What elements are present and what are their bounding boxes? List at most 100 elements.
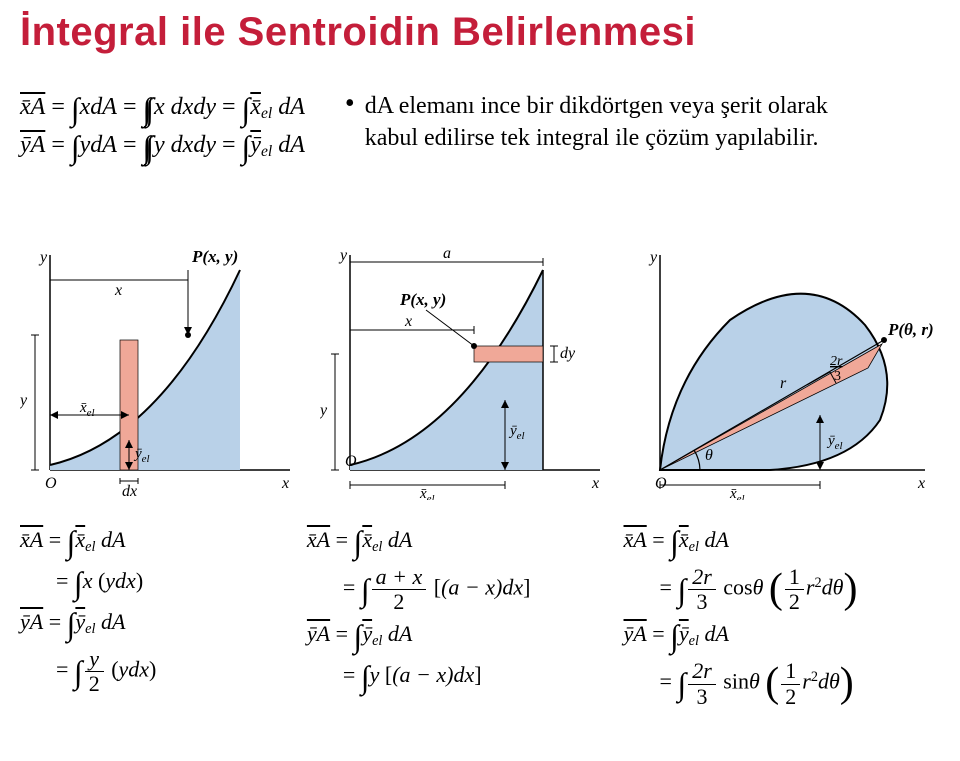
svg-text:3: 3 (834, 369, 841, 384)
dA: dA (278, 132, 305, 158)
y: y (370, 662, 380, 687)
bottom-col-3: x̄A = ∫x̄el dA = ∫2r3 cosθ (12r2dθ) ȳA =… (624, 520, 940, 713)
sq: 2 (814, 575, 821, 591)
eq: = (222, 132, 236, 158)
el: el (372, 633, 382, 649)
xbarA: x̄A (307, 527, 330, 552)
ydxdy: y dxdy (154, 132, 216, 158)
one: 1 (785, 565, 804, 590)
yel: ȳ (362, 621, 372, 646)
el: el (85, 539, 95, 555)
r: r (802, 669, 811, 694)
svg-text:x: x (114, 282, 122, 299)
svg-text:P(x, y): P(x, y) (399, 290, 446, 309)
el: el (85, 621, 95, 637)
ydx: ydx (105, 568, 136, 593)
svg-text:r: r (780, 375, 787, 392)
dA: dA (388, 621, 412, 646)
svg-text:x̄el: x̄el (79, 400, 95, 419)
eq: = (652, 527, 664, 552)
svg-text:x̄el: x̄el (729, 486, 745, 500)
svg-text:y: y (648, 249, 658, 266)
svg-text:x: x (917, 475, 925, 492)
svg-text:x: x (404, 313, 412, 330)
one: 1 (781, 659, 800, 684)
bottom-col-2: x̄A = ∫x̄el dA = ∫a + x2 [(a − x)dx] ȳA … (307, 520, 614, 713)
lhs-yA: ȳA (20, 132, 45, 158)
bullet-dot: • (345, 90, 355, 118)
svg-text:a: a (443, 245, 451, 262)
dA: dA (705, 527, 729, 552)
svg-text:y: y (38, 249, 48, 266)
cos: cos (723, 575, 752, 600)
svg-text:dx: dx (122, 483, 137, 500)
svg-text:θ: θ (705, 447, 713, 464)
xbarA: x̄A (624, 527, 647, 552)
eq: = (343, 662, 355, 687)
ybarA: ȳA (624, 621, 647, 646)
svg-text:P(x, y): P(x, y) (191, 247, 238, 266)
page-title: İntegral ile Sentroidin Belirlenmesi (20, 10, 696, 55)
ydx: ydx (119, 657, 150, 682)
sub-el: el (261, 105, 272, 122)
three: 3 (688, 685, 716, 709)
eq: = (51, 94, 65, 120)
dA: dA (388, 527, 412, 552)
sin: sin (723, 669, 749, 694)
eq: = (56, 657, 68, 682)
svg-text:dy: dy (560, 345, 576, 362)
sq: 2 (811, 669, 818, 685)
bottom-col-1: x̄A = ∫x̄el dA = ∫x (ydx) ȳA = ∫ȳel dA =… (20, 520, 297, 713)
svg-text:P(θ, r): P(θ, r) (887, 320, 934, 339)
yel: ȳ (679, 621, 689, 646)
eq: = (336, 621, 348, 646)
svg-text:y: y (20, 392, 28, 409)
svg-text:O: O (45, 475, 57, 492)
theta: θ (753, 575, 764, 600)
figure-vertical-strip: O x y x y P(x, y) x̄el ȳel dx (20, 240, 310, 500)
xel: x̄ (679, 527, 689, 552)
dA: dA (705, 621, 729, 646)
top-equations: x̄A = ∫xdA = ∫∫ x dxdy = ∫x̄el dA ȳA = ∫… (20, 90, 305, 167)
bullet-content: dA elemanı ince bir dikdörtgen veya şeri… (365, 90, 835, 155)
eq: = (123, 132, 137, 158)
dA: dA (101, 527, 125, 552)
x: x (83, 568, 93, 593)
eq: = (660, 575, 672, 600)
ybarA: ȳA (307, 621, 330, 646)
dtheta: dθ (822, 575, 844, 600)
eq: = (51, 132, 65, 158)
eq: = (660, 669, 672, 694)
ydA: ydA (80, 132, 117, 158)
svg-text:x: x (591, 475, 599, 492)
two: 2 (85, 672, 104, 696)
xel: x̄ (362, 527, 372, 552)
el: el (372, 539, 382, 555)
eq: = (49, 609, 61, 634)
xbarA: x̄A (20, 527, 43, 552)
twor: 2r (688, 565, 716, 590)
svg-text:O: O (345, 453, 357, 470)
two: 2 (781, 685, 800, 709)
amxdx: (a − x)dx (441, 575, 523, 600)
theta: θ (749, 669, 760, 694)
sub-el: el (261, 143, 272, 160)
figure-horizontal-strip: O x y a x y P(x, y) dy ȳel x̄el (320, 240, 620, 500)
yel: ȳ (75, 609, 85, 634)
eq: = (56, 568, 68, 593)
xdxdy: x dxdy (154, 94, 216, 120)
svg-text:O: O (655, 475, 667, 492)
ybarA: ȳA (20, 609, 43, 634)
eq: = (123, 94, 137, 120)
svg-text:y: y (320, 402, 328, 419)
amxdx: (a − x)dx (392, 662, 474, 687)
y: y (85, 647, 104, 672)
three: 3 (688, 590, 716, 614)
xdA: xdA (80, 94, 117, 120)
eq: = (343, 575, 355, 600)
eq: = (222, 94, 236, 120)
figure-polar-wedge: O x y r θ P(θ, r) 2r 3 ȳel x̄el (630, 240, 940, 500)
svg-text:x: x (281, 475, 289, 492)
svg-text:y: y (338, 247, 348, 264)
twor: 2r (688, 659, 716, 684)
